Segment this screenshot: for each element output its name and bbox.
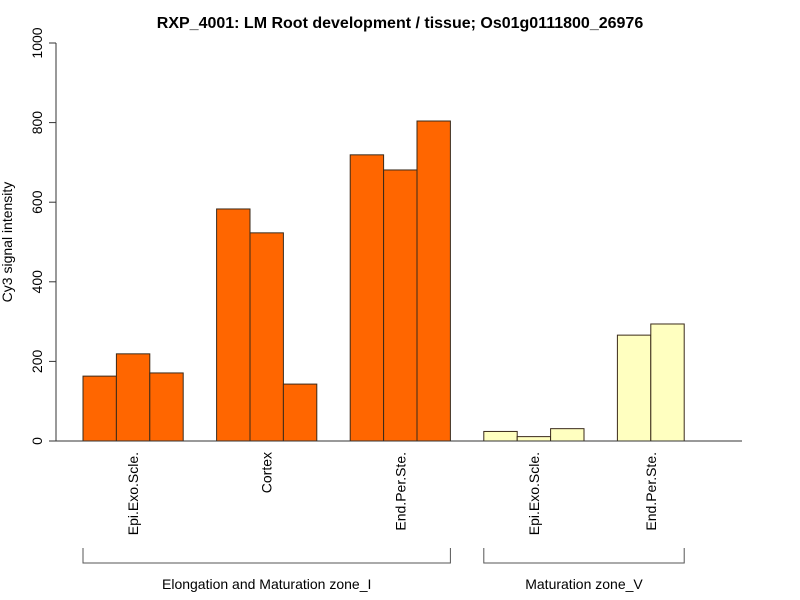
y-tick-label: 200 <box>29 350 45 374</box>
bar-0-2 <box>149 372 184 442</box>
category-label: Cortex <box>259 452 275 493</box>
bar-0-1 <box>115 353 151 442</box>
y-tick-label: 800 <box>29 111 45 135</box>
category-label: End.Per.Ste. <box>392 452 408 531</box>
category-labels: Epi.Exo.Scle. Cortex End.Per.Ste. Epi.Exo.S… <box>125 452 659 535</box>
group-bracket <box>82 548 451 564</box>
bar-3-1 <box>516 436 552 442</box>
bars <box>82 120 685 442</box>
bar-4-0 <box>616 334 652 442</box>
bar-2-1 <box>383 169 418 442</box>
y-tick-label: 0 <box>29 437 45 445</box>
category-label: Epi.Exo.Scle. <box>125 452 141 535</box>
group-brackets: Elongation and Maturation zone_I Maturati… <box>82 548 685 592</box>
y-axis: 0 200 400 600 800 1000 <box>29 27 57 445</box>
bar-1-0 <box>216 208 251 442</box>
y-tick-label: 1000 <box>29 27 45 58</box>
chart-title: RXP_4001: LM Root development / tissue; … <box>157 15 644 32</box>
group-label: Elongation and Maturation zone_I <box>162 576 371 592</box>
bar-3-0 <box>483 430 518 442</box>
y-axis-label: Cy3 signal intensity <box>0 182 15 303</box>
group-bracket <box>483 548 685 564</box>
bar-1-1 <box>249 232 284 442</box>
bar-4-1 <box>650 323 685 442</box>
y-tick-label: 400 <box>29 270 45 294</box>
bar-0-0 <box>82 375 117 442</box>
bar-3-2 <box>550 428 585 442</box>
bar-2-2 <box>416 120 451 442</box>
group-label: Maturation zone_V <box>525 576 643 592</box>
category-label: End.Per.Ste. <box>643 452 659 531</box>
y-tick-label: 600 <box>29 190 45 214</box>
bar-2-0 <box>349 154 385 442</box>
bar-1-2 <box>282 383 318 442</box>
category-label: Epi.Exo.Scle. <box>526 452 542 535</box>
